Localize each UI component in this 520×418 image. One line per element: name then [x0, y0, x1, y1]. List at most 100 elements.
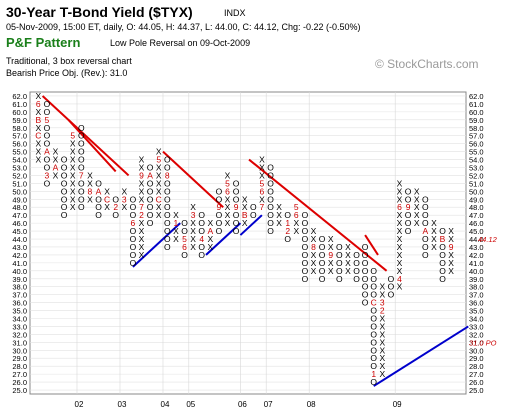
x-box: X	[431, 242, 437, 252]
x-box: X	[397, 210, 403, 220]
o-box: O	[370, 353, 377, 363]
o-box: O	[147, 163, 154, 173]
y-tick-label-right: 48.0	[469, 203, 484, 212]
x-box: X	[70, 163, 76, 173]
x-box: X	[156, 170, 162, 180]
o-box: O	[370, 329, 377, 339]
x-box: X	[173, 234, 179, 244]
x-box: X	[293, 226, 299, 236]
x-box: X	[379, 290, 385, 300]
month-marker: A	[207, 226, 213, 236]
x-box: X	[293, 218, 299, 228]
x-box: X	[276, 202, 282, 212]
o-box: O	[302, 234, 309, 244]
y-tick-label-left: 45.0	[12, 227, 27, 236]
o-box: O	[267, 186, 274, 196]
o-box: O	[233, 186, 240, 196]
month-marker: 9	[234, 202, 239, 212]
y-tick-label-left: 49.0	[12, 195, 27, 204]
y-tick-label-right: 34.0	[469, 315, 484, 324]
x-tick-label: 03	[118, 400, 127, 409]
o-box: O	[61, 194, 68, 204]
pattern-description: Low Pole Reversal on 09-Oct-2009	[110, 38, 251, 48]
x-box: X	[311, 234, 317, 244]
o-box: O	[353, 258, 360, 268]
o-box: O	[130, 234, 137, 244]
o-box: O	[250, 202, 257, 212]
x-box: X	[259, 163, 265, 173]
y-tick-label-left: 62.0	[12, 92, 27, 101]
x-box: X	[414, 202, 420, 212]
month-marker: A	[422, 226, 428, 236]
x-box: X	[397, 194, 403, 204]
o-box: O	[370, 282, 377, 292]
x-box: X	[379, 345, 385, 355]
o-box: O	[422, 202, 429, 212]
y-tick-label-left: 26.0	[12, 378, 27, 387]
x-box: X	[121, 186, 127, 196]
o-box: O	[233, 194, 240, 204]
y-tick-label-left: 54.0	[12, 156, 27, 165]
y-tick-label-left: 41.0	[12, 259, 27, 268]
o-box: O	[164, 155, 171, 165]
x-tick-label: 06	[238, 400, 247, 409]
x-box: X	[156, 202, 162, 212]
o-box: O	[388, 274, 395, 284]
o-box: O	[164, 242, 171, 252]
o-box: O	[405, 218, 412, 228]
x-box: X	[397, 250, 403, 260]
x-box: X	[259, 170, 265, 180]
y-tick-label-right: 61.0	[469, 100, 484, 109]
o-box: O	[61, 163, 68, 173]
month-marker: 1	[285, 218, 290, 228]
o-box: O	[302, 210, 309, 220]
x-box: X	[207, 234, 213, 244]
y-tick-label-left: 56.0	[12, 140, 27, 149]
o-box: O	[198, 250, 205, 260]
o-box: O	[198, 226, 205, 236]
y-tick-label-left: 38.0	[12, 283, 27, 292]
o-box: O	[44, 178, 51, 188]
x-box: X	[345, 258, 351, 268]
o-box: O	[336, 250, 343, 260]
y-tick-label-right: 38.0	[469, 283, 484, 292]
o-box: O	[61, 155, 68, 165]
y-tick-label-right: 60.0	[469, 108, 484, 117]
o-box: O	[198, 242, 205, 252]
o-box: O	[78, 186, 85, 196]
o-box: O	[388, 290, 395, 300]
y-tick-label-right: 49.0	[469, 195, 484, 204]
o-box: O	[362, 266, 369, 276]
o-box: O	[112, 210, 119, 220]
x-box: X	[414, 218, 420, 228]
x-box: X	[379, 353, 385, 363]
month-marker: 5	[70, 131, 75, 141]
x-box: X	[139, 194, 145, 204]
o-box: O	[405, 210, 412, 220]
x-box: X	[35, 155, 41, 165]
x-box: X	[397, 266, 403, 276]
o-box: O	[216, 226, 223, 236]
plot-frame	[29, 91, 467, 395]
method-description: Traditional, 3 box reversal chart	[6, 56, 132, 66]
x-box: X	[139, 155, 145, 165]
month-marker: C	[104, 194, 110, 204]
month-marker: 2	[139, 210, 144, 220]
month-marker: 6	[131, 218, 136, 228]
x-box: X	[431, 218, 437, 228]
month-marker: 3	[122, 194, 127, 204]
y-tick-label-left: 58.0	[12, 124, 27, 133]
o-box: O	[164, 163, 171, 173]
o-box: O	[78, 147, 85, 157]
o-box: O	[164, 194, 171, 204]
o-box: O	[370, 274, 377, 284]
o-box: O	[362, 290, 369, 300]
o-box: O	[130, 194, 137, 204]
o-box: O	[353, 266, 360, 276]
y-tick-label-right: 53.0	[469, 164, 484, 173]
x-box: X	[35, 91, 41, 101]
o-box: O	[78, 155, 85, 165]
month-marker: 5	[182, 234, 187, 244]
support-trendline	[205, 222, 242, 256]
y-tick-label-right: 47.0	[469, 211, 484, 220]
